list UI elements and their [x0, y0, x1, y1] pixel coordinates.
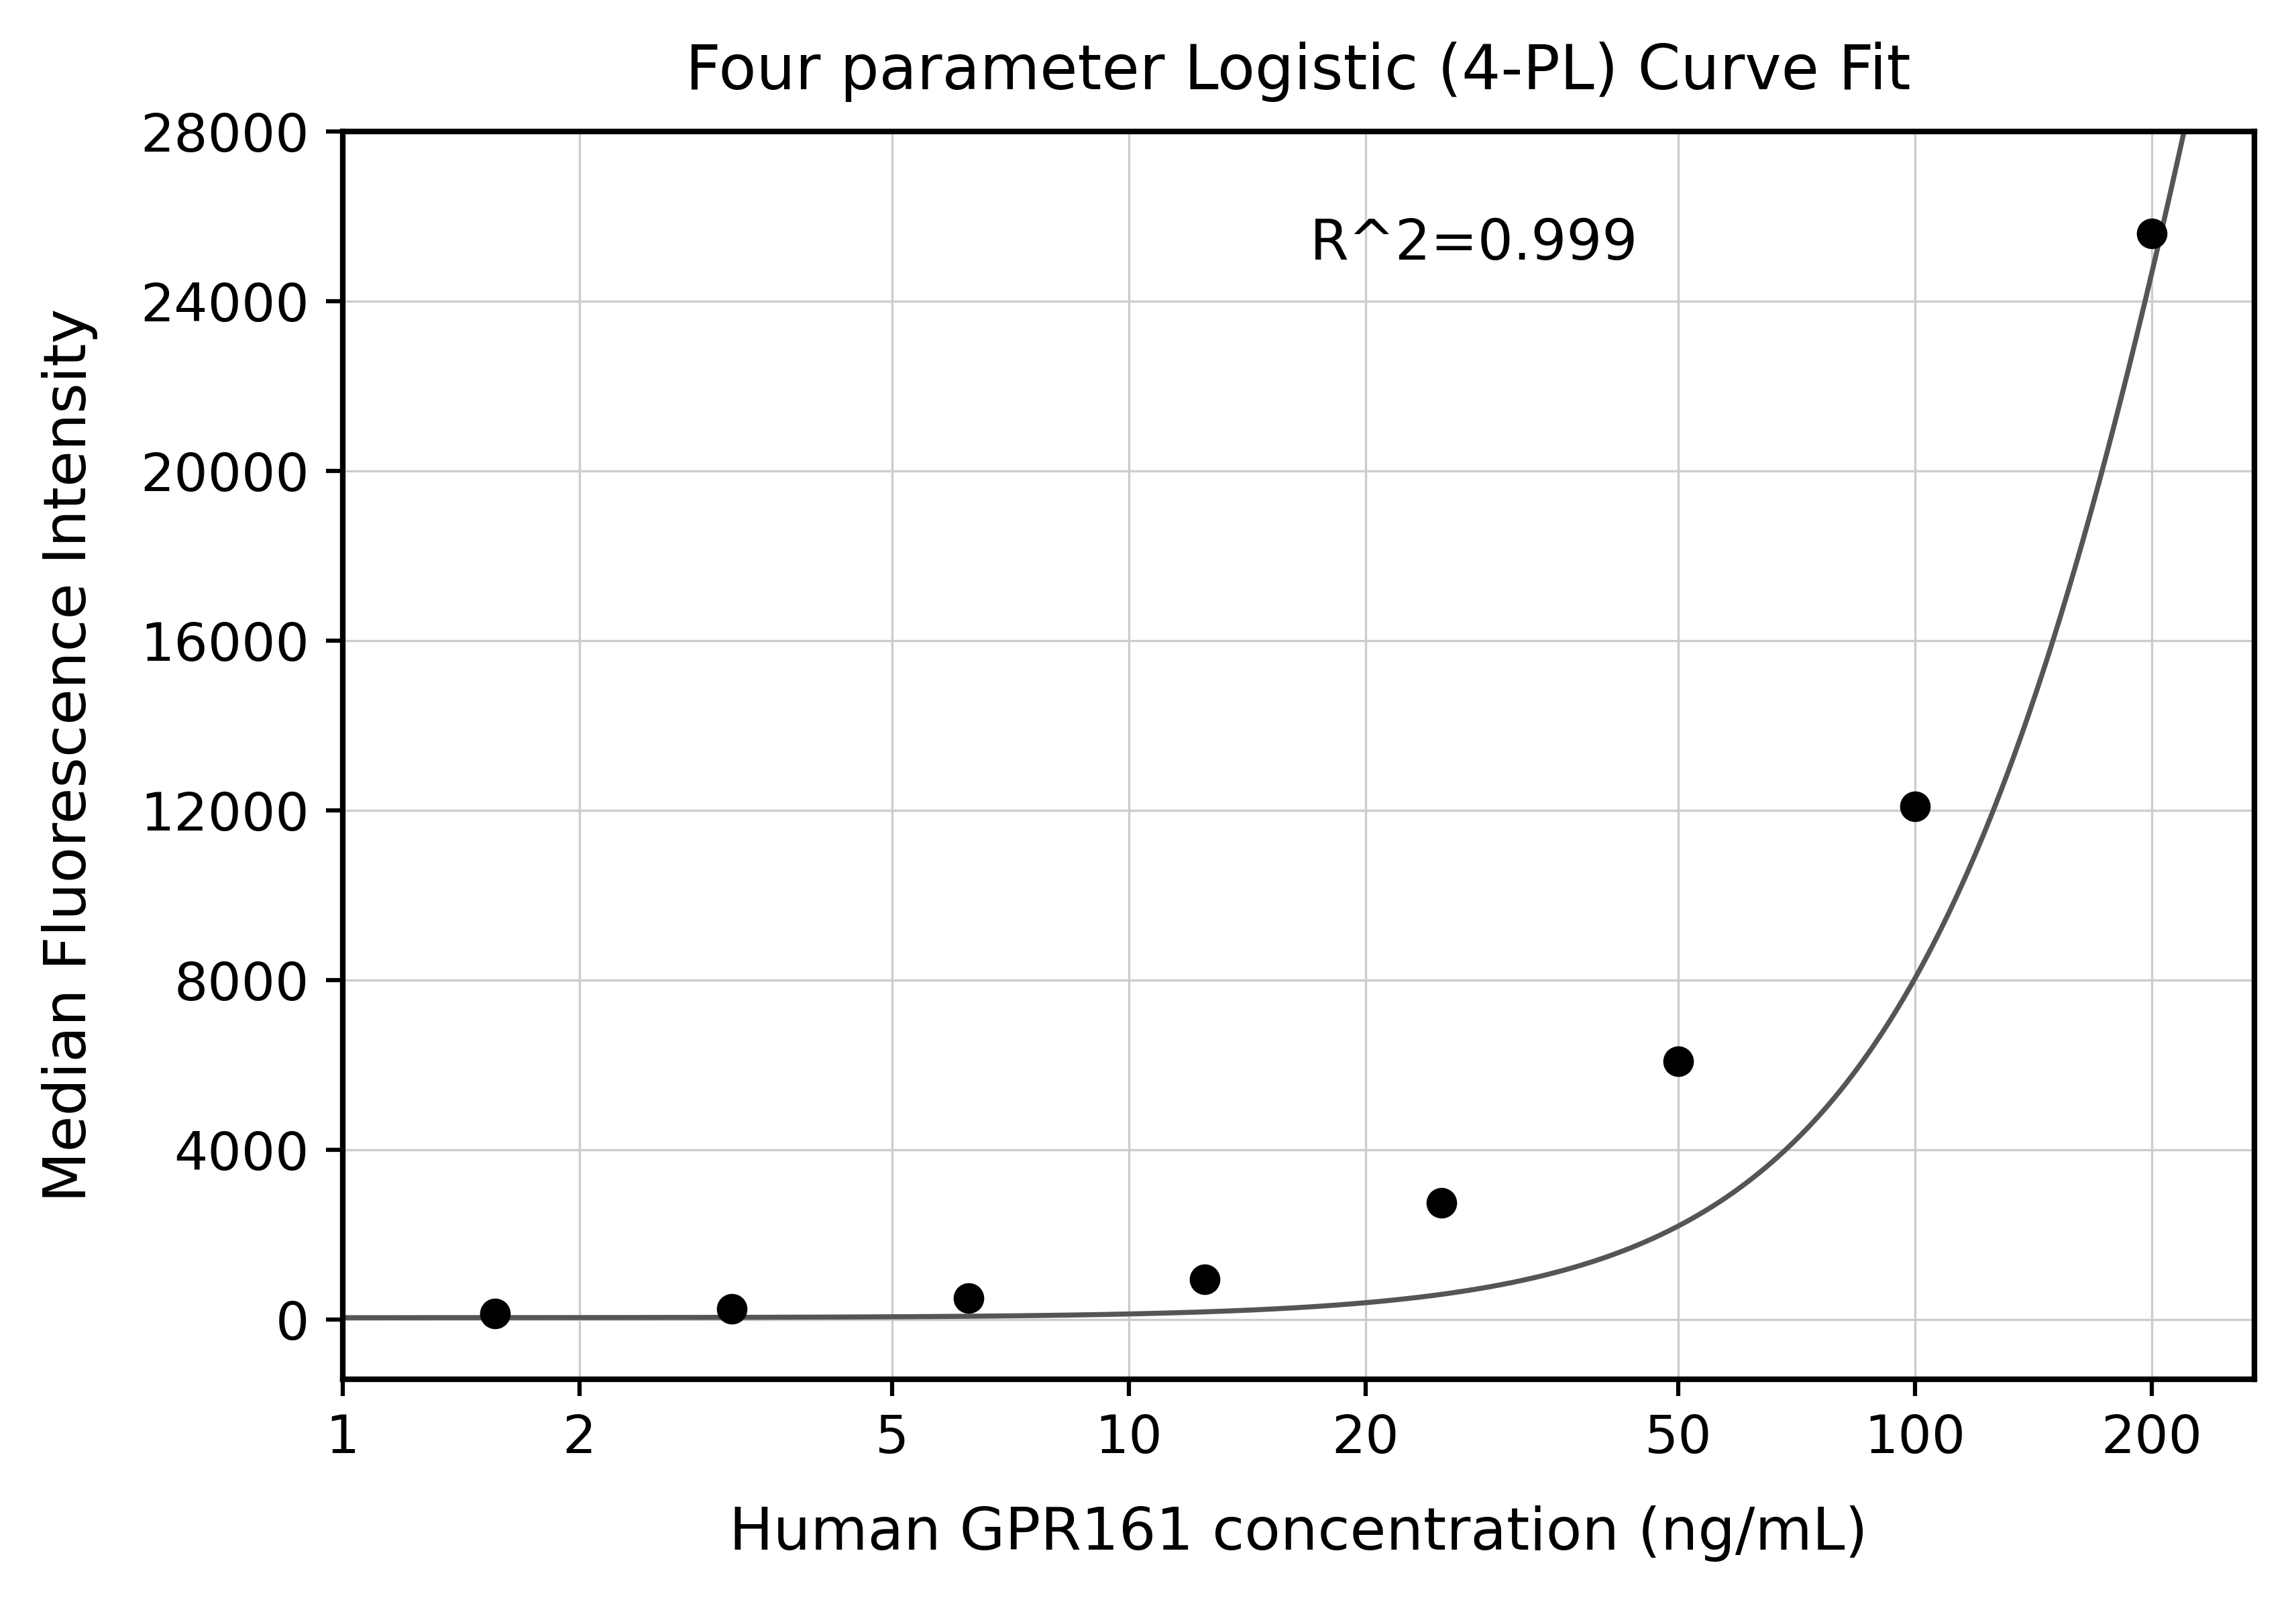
Point [951, 1285, 987, 1310]
Title: Four parameter Logistic (4-PL) Curve Fit: Four parameter Logistic (4-PL) Curve Fit [687, 42, 1910, 103]
X-axis label: Human GPR161 concentration (ng/mL): Human GPR161 concentration (ng/mL) [730, 1506, 1867, 1562]
Text: R^2=0.999: R^2=0.999 [1311, 217, 1639, 271]
Point [1896, 794, 1933, 820]
Point [1424, 1190, 1460, 1216]
Point [714, 1296, 751, 1322]
Point [2133, 220, 2170, 245]
Y-axis label: Median Fluorescence Intensity: Median Fluorescence Intensity [41, 308, 99, 1203]
Point [1660, 1047, 1697, 1073]
Point [478, 1301, 514, 1327]
Point [1187, 1267, 1224, 1293]
